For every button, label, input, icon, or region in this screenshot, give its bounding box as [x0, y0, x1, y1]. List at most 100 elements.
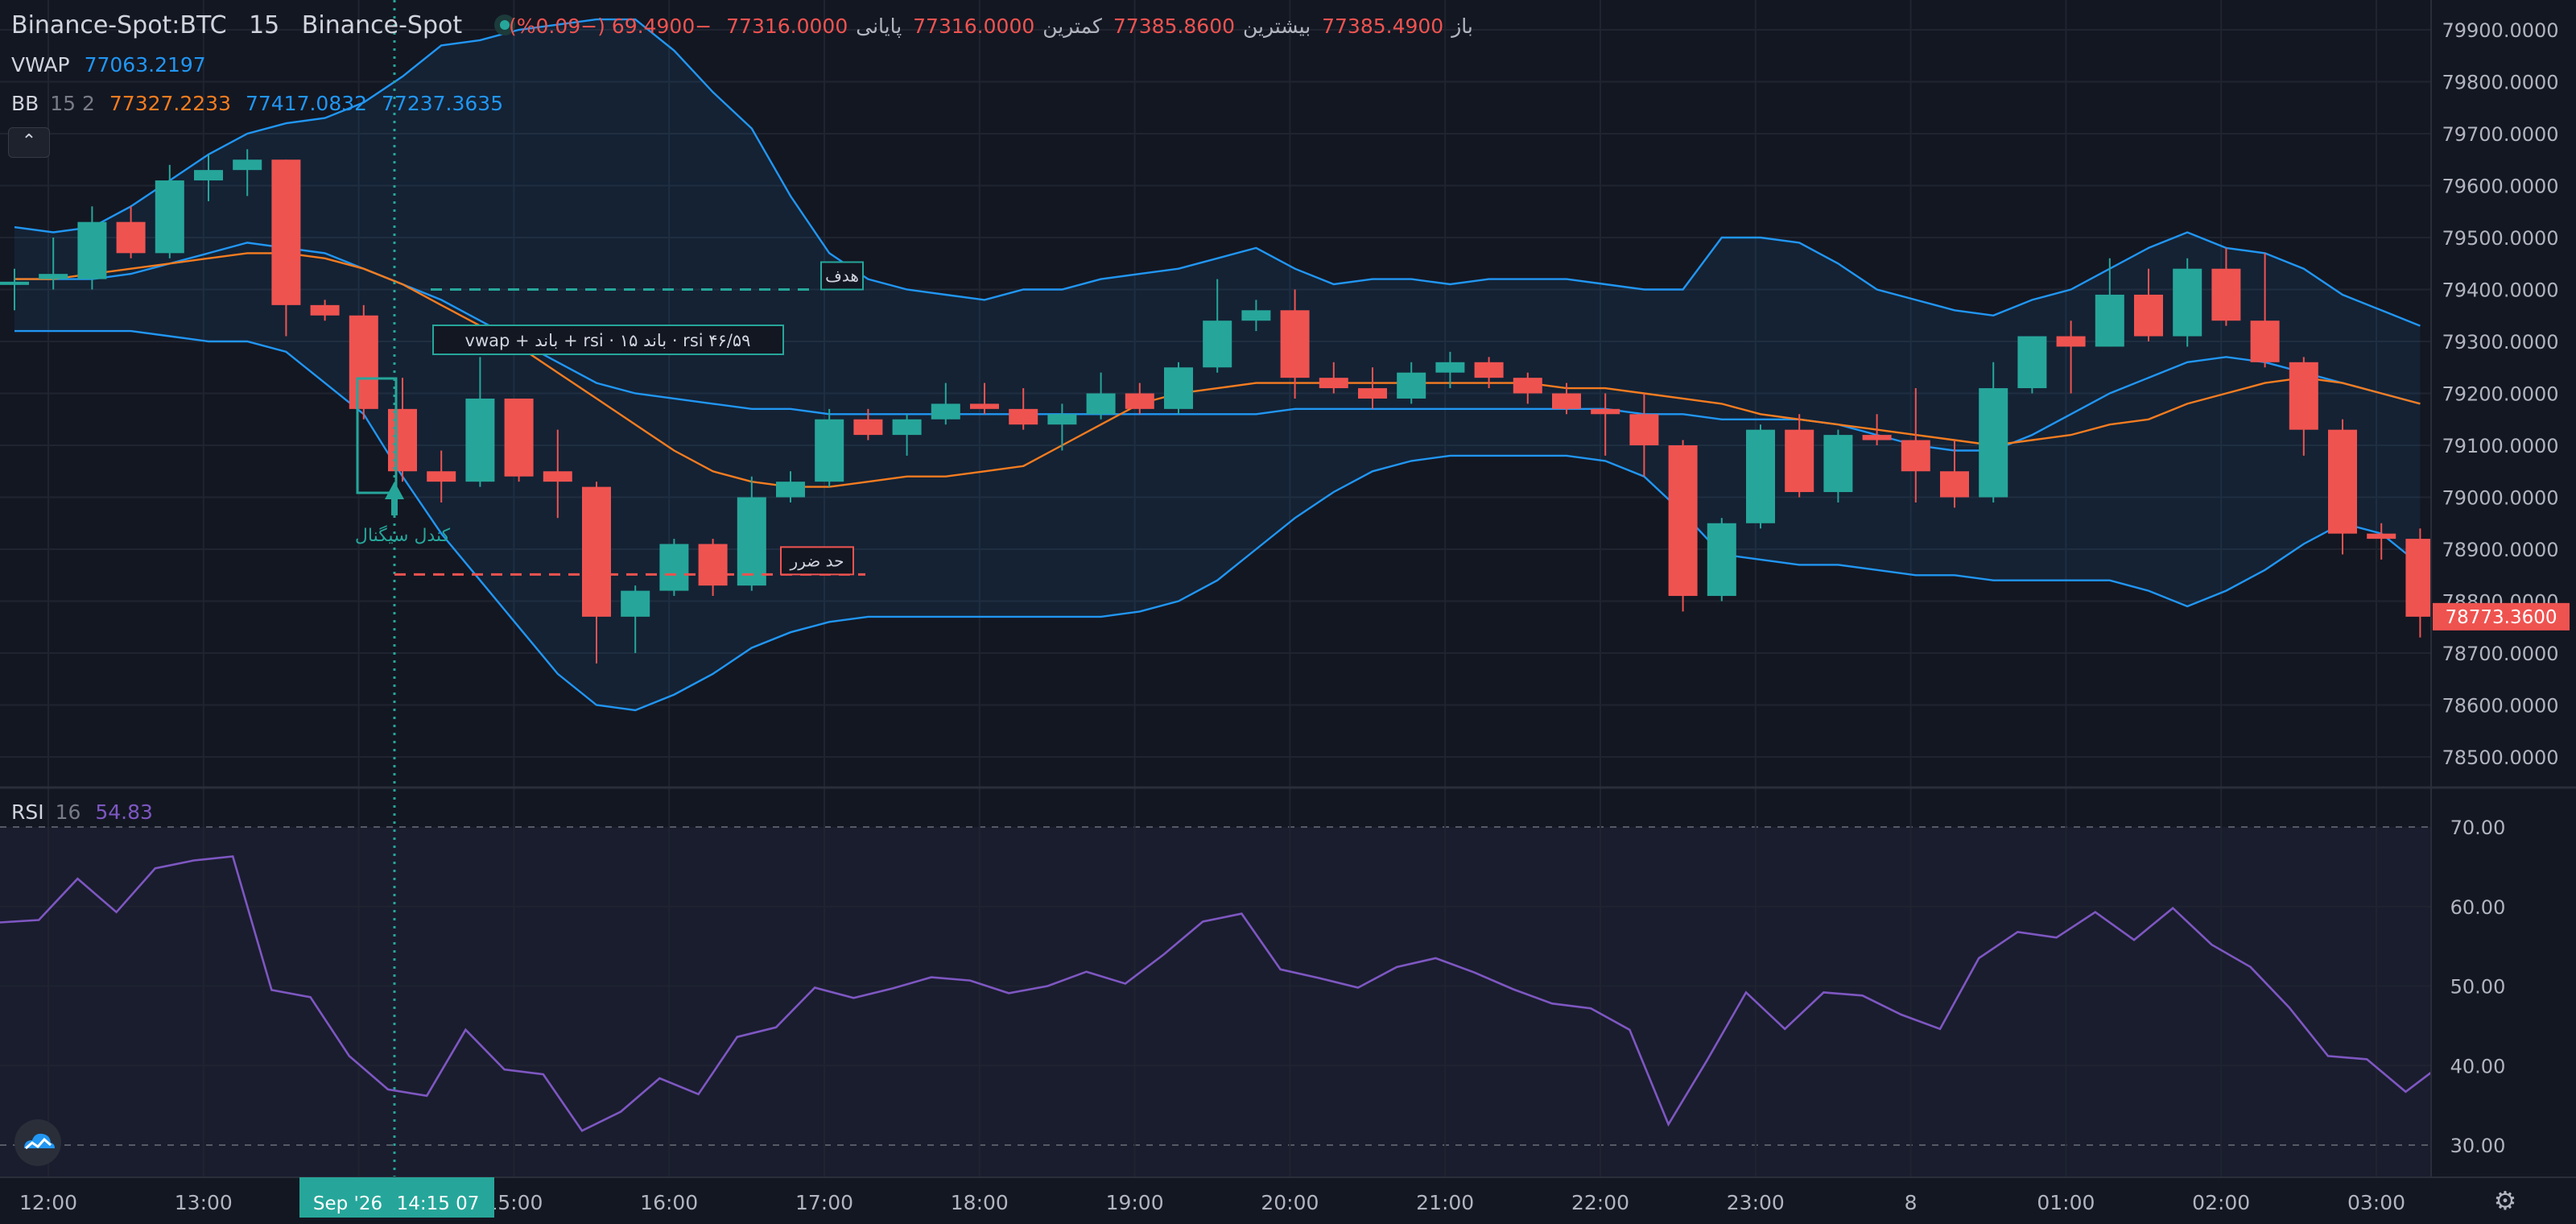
- price-tick-label: 79300.0000: [2442, 331, 2558, 354]
- rsi-legend[interactable]: RSI 16 54.83: [11, 800, 161, 824]
- price-tick-label: 79000.0000: [2442, 487, 2558, 510]
- price-tick-label: 79900.0000: [2442, 19, 2558, 42]
- candle: [1319, 362, 1348, 394]
- candle: [2289, 357, 2318, 456]
- candle: [543, 429, 572, 519]
- time-tick-label: 17:00: [795, 1191, 853, 1214]
- current-price-bg: [2433, 602, 2570, 631]
- crosshair-date: Sep '26: [313, 1193, 382, 1214]
- candle-body: [77, 221, 107, 279]
- rsi-line: [0, 855, 2446, 1132]
- rsi-value: 54.83: [95, 800, 153, 824]
- candle-body: [1203, 320, 1232, 368]
- candle-body: [1047, 414, 1077, 425]
- candle: [1862, 414, 1892, 445]
- candle: [1164, 362, 1193, 415]
- candle: [310, 300, 340, 321]
- candle-body: [1901, 440, 1930, 472]
- candle: [1901, 388, 1930, 502]
- candle-body: [1319, 378, 1348, 389]
- candle: [1823, 429, 1853, 502]
- price-tick-label: 78500.0000: [2442, 746, 2558, 769]
- rsi-tick-label: 50.00: [2450, 976, 2506, 999]
- candle-body: [427, 471, 456, 482]
- candle: [2056, 320, 2086, 394]
- candle: [1474, 357, 1504, 389]
- candle: [698, 539, 728, 597]
- settings-gear-icon[interactable]: ⚙: [2493, 1185, 2517, 1216]
- candle-body: [1552, 393, 1581, 409]
- price-tick-label: 79700.0000: [2442, 123, 2558, 146]
- candle: [2134, 268, 2163, 341]
- candle-body: [698, 544, 728, 586]
- logo-button[interactable]: [14, 1119, 61, 1166]
- candle-body: [776, 482, 805, 498]
- candle: [271, 159, 301, 337]
- bb-name: BB: [11, 92, 39, 115]
- candle: [1552, 382, 1581, 415]
- price-tick-label: 79400.0000: [2442, 279, 2558, 302]
- candle: [970, 382, 999, 415]
- candle-body: [1940, 471, 1969, 498]
- symbol-name[interactable]: Binance-Spot:BTC: [11, 11, 227, 39]
- collapse-legend-button[interactable]: ⌃: [8, 127, 50, 158]
- candle: [1513, 372, 1542, 404]
- candle-body: [2173, 268, 2202, 337]
- strategy-label-frame: [432, 325, 784, 355]
- price-tick-label: 78900.0000: [2442, 539, 2558, 561]
- interval[interactable]: 15: [249, 11, 280, 39]
- candles-group: [0, 149, 2435, 664]
- candle: [2095, 258, 2124, 347]
- candle-body: [1435, 362, 1465, 373]
- bb-lower-value: 77237.3635: [382, 92, 504, 115]
- candle: [1940, 440, 1969, 508]
- target-label: هدف: [825, 267, 859, 286]
- time-tick-label: 03:00: [2347, 1191, 2405, 1214]
- candle-body: [1785, 429, 1814, 493]
- price-tick-label: 79500.0000: [2442, 227, 2558, 250]
- candle-body: [0, 281, 29, 285]
- symbol-header: Binance-Spot:BTC 15 Binance-Spot: [11, 11, 523, 39]
- candle-body: [2017, 336, 2047, 389]
- time-tick-label: 12:00: [19, 1191, 77, 1214]
- candle-body: [1474, 362, 1504, 378]
- candle: [1668, 440, 1698, 612]
- candle-body: [737, 497, 766, 586]
- candle-body: [2095, 294, 2124, 347]
- candle: [815, 408, 844, 487]
- candle-body: [504, 398, 534, 477]
- candle-body: [1513, 378, 1542, 394]
- time-tick-label: 16:00: [640, 1191, 698, 1214]
- candle-body: [349, 315, 378, 409]
- chevron-up-icon: ⌃: [21, 131, 37, 151]
- candle: [1785, 414, 1814, 498]
- candle-body: [2211, 268, 2241, 321]
- candle: [1746, 424, 1775, 529]
- bb-legend[interactable]: BB 15 2 77327.2233 77417.0832 77237.3635: [11, 92, 511, 115]
- price-tick-label: 79100.0000: [2442, 435, 2558, 457]
- ohlc-change-value: −69.4900 (−0.09%): [509, 14, 712, 38]
- candle-body: [582, 486, 611, 617]
- candle-body: [2250, 320, 2280, 362]
- candle: [349, 304, 378, 420]
- candle: [39, 238, 68, 290]
- candle-body: [1241, 310, 1271, 321]
- candle-body: [970, 403, 999, 409]
- vwap-name: VWAP: [11, 53, 70, 76]
- candle-body: [388, 408, 417, 472]
- candle-body: [2134, 294, 2163, 337]
- time-axis-ticks[interactable]: 12:0013:0014:0015:0016:0017:0018:0019:00…: [19, 1191, 2405, 1214]
- candle: [853, 408, 883, 440]
- time-tick-label: 19:00: [1106, 1191, 1164, 1214]
- cloud-chart-icon: [24, 1133, 55, 1150]
- vwap-value: 77063.2197: [84, 53, 206, 76]
- rsi-tick-label: 40.00: [2450, 1055, 2506, 1077]
- vwap-legend[interactable]: VWAP 77063.2197: [11, 53, 214, 76]
- candle-body: [155, 180, 184, 254]
- crosshair-time: 14:15 07: [397, 1193, 480, 1214]
- candle-body: [233, 159, 262, 171]
- candle: [1125, 382, 1154, 415]
- rsi-param: 16: [55, 800, 81, 824]
- time-tick-label: 21:00: [1416, 1191, 1474, 1214]
